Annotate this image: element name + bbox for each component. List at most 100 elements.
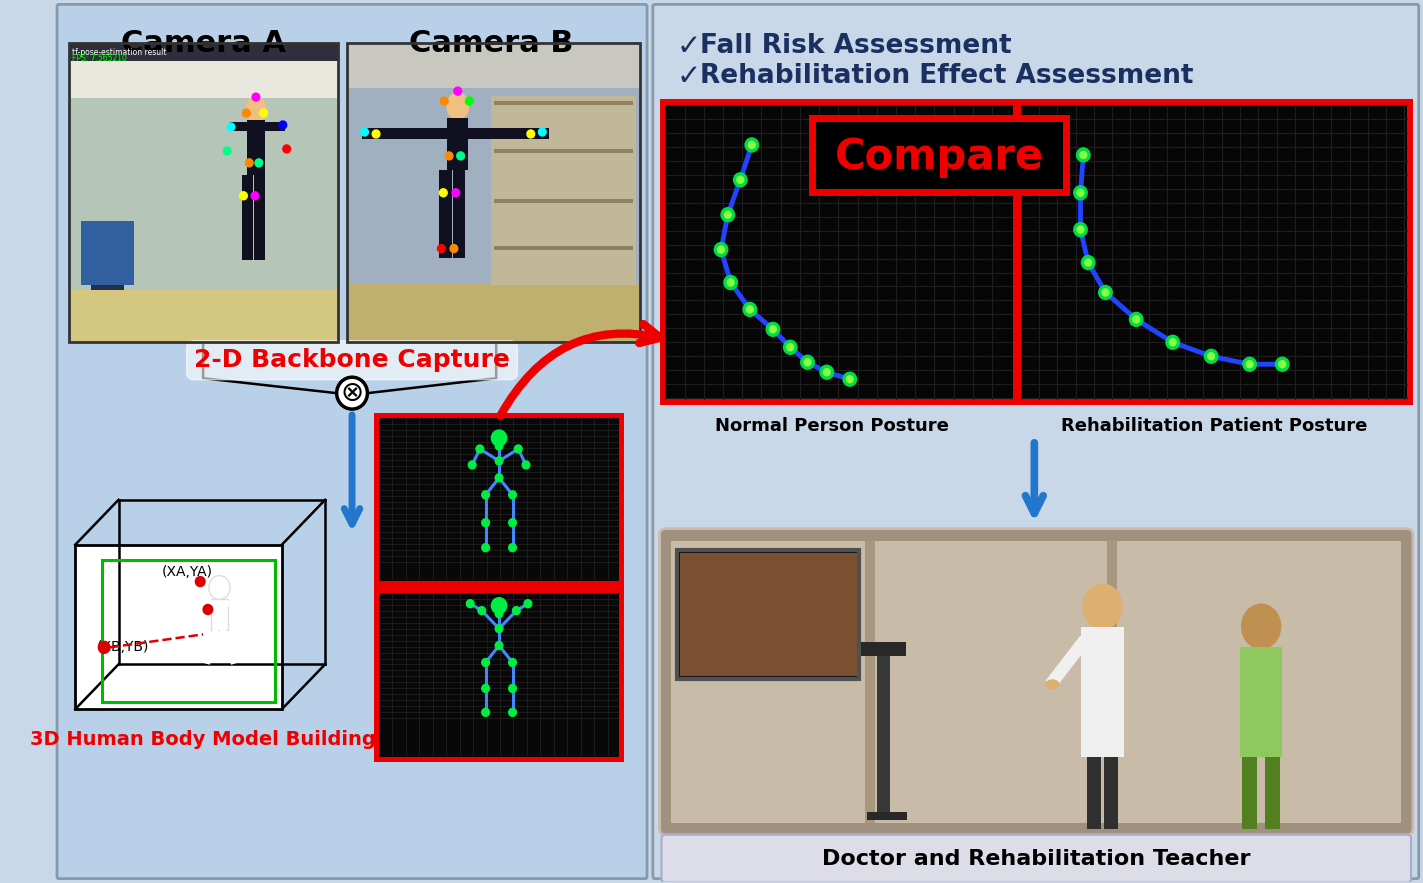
- Text: ✓: ✓: [677, 34, 702, 61]
- Bar: [68, 98, 337, 292]
- Circle shape: [1208, 353, 1214, 359]
- Circle shape: [1084, 259, 1091, 266]
- Text: (XB,YB): (XB,YB): [97, 640, 149, 654]
- Circle shape: [450, 245, 458, 253]
- Circle shape: [770, 326, 777, 333]
- Circle shape: [445, 152, 453, 160]
- Circle shape: [482, 684, 490, 692]
- Circle shape: [522, 461, 529, 469]
- Circle shape: [491, 598, 507, 614]
- Circle shape: [495, 457, 502, 465]
- Circle shape: [733, 173, 747, 187]
- Circle shape: [721, 208, 734, 222]
- Circle shape: [737, 177, 744, 184]
- Bar: [68, 291, 337, 343]
- Circle shape: [1170, 339, 1175, 346]
- Circle shape: [1074, 223, 1087, 237]
- Bar: [347, 43, 640, 88]
- Circle shape: [1130, 313, 1143, 327]
- Circle shape: [195, 577, 205, 586]
- Text: Camera B: Camera B: [410, 29, 573, 58]
- Bar: [672, 540, 1402, 823]
- Circle shape: [482, 659, 490, 667]
- Circle shape: [727, 279, 734, 286]
- Circle shape: [1077, 148, 1090, 162]
- Circle shape: [1275, 358, 1289, 371]
- Bar: [379, 592, 619, 757]
- Circle shape: [337, 377, 367, 409]
- Circle shape: [508, 708, 517, 716]
- Text: ⊗: ⊗: [340, 379, 364, 407]
- Bar: [861, 642, 905, 656]
- Circle shape: [98, 641, 110, 653]
- Circle shape: [495, 609, 502, 617]
- Circle shape: [724, 211, 731, 218]
- Bar: [347, 43, 640, 343]
- Text: Doctor and Rehabilitation Teacher: Doctor and Rehabilitation Teacher: [822, 849, 1251, 869]
- Bar: [102, 560, 275, 702]
- Text: tf-pose-estimation result: tf-pose-estimation result: [73, 48, 166, 57]
- Bar: [1087, 757, 1100, 829]
- Circle shape: [467, 600, 474, 608]
- Circle shape: [1165, 336, 1180, 350]
- Circle shape: [437, 245, 445, 253]
- Bar: [1020, 105, 1407, 399]
- Bar: [1242, 757, 1258, 829]
- Circle shape: [373, 130, 380, 138]
- Bar: [494, 245, 633, 250]
- Circle shape: [524, 600, 532, 608]
- Circle shape: [1133, 316, 1140, 323]
- Bar: [1081, 628, 1124, 757]
- Circle shape: [714, 243, 727, 257]
- Circle shape: [842, 373, 857, 386]
- Circle shape: [847, 375, 854, 382]
- Bar: [447, 118, 468, 170]
- Bar: [255, 175, 265, 260]
- Bar: [659, 99, 1413, 405]
- Circle shape: [223, 147, 231, 155]
- Bar: [75, 545, 282, 709]
- Circle shape: [465, 97, 472, 105]
- Bar: [374, 583, 625, 592]
- Bar: [680, 553, 857, 676]
- Circle shape: [360, 128, 369, 136]
- Text: (XA,YA): (XA,YA): [161, 564, 212, 578]
- Text: Fall Risk Assessment: Fall Risk Assessment: [700, 34, 1012, 59]
- Circle shape: [1204, 350, 1218, 363]
- Ellipse shape: [447, 92, 470, 120]
- Circle shape: [747, 306, 753, 313]
- Circle shape: [512, 607, 521, 615]
- Circle shape: [1077, 189, 1084, 196]
- Bar: [440, 170, 453, 258]
- Bar: [677, 549, 859, 679]
- Bar: [1013, 105, 1020, 399]
- Text: Rehabilitation Effect Assessment: Rehabilitation Effect Assessment: [700, 64, 1194, 89]
- FancyBboxPatch shape: [662, 834, 1412, 883]
- FancyBboxPatch shape: [659, 529, 1413, 834]
- Circle shape: [453, 189, 460, 197]
- Circle shape: [508, 659, 517, 667]
- Circle shape: [482, 708, 490, 716]
- Bar: [231, 122, 248, 131]
- Circle shape: [766, 322, 780, 336]
- Bar: [347, 43, 640, 343]
- Circle shape: [260, 109, 268, 117]
- Circle shape: [1081, 255, 1094, 269]
- Bar: [1104, 757, 1118, 829]
- Circle shape: [482, 544, 490, 552]
- Circle shape: [245, 159, 253, 167]
- Bar: [374, 413, 625, 762]
- Bar: [865, 540, 875, 823]
- Text: Camera A: Camera A: [121, 29, 286, 58]
- Bar: [347, 283, 640, 343]
- Circle shape: [824, 369, 830, 375]
- Circle shape: [1077, 226, 1084, 233]
- Bar: [491, 96, 636, 285]
- Bar: [453, 170, 465, 258]
- Bar: [263, 122, 285, 131]
- Circle shape: [203, 605, 212, 615]
- Ellipse shape: [1083, 584, 1123, 630]
- Circle shape: [717, 246, 724, 253]
- Text: Compare: Compare: [835, 136, 1043, 177]
- Circle shape: [508, 544, 517, 552]
